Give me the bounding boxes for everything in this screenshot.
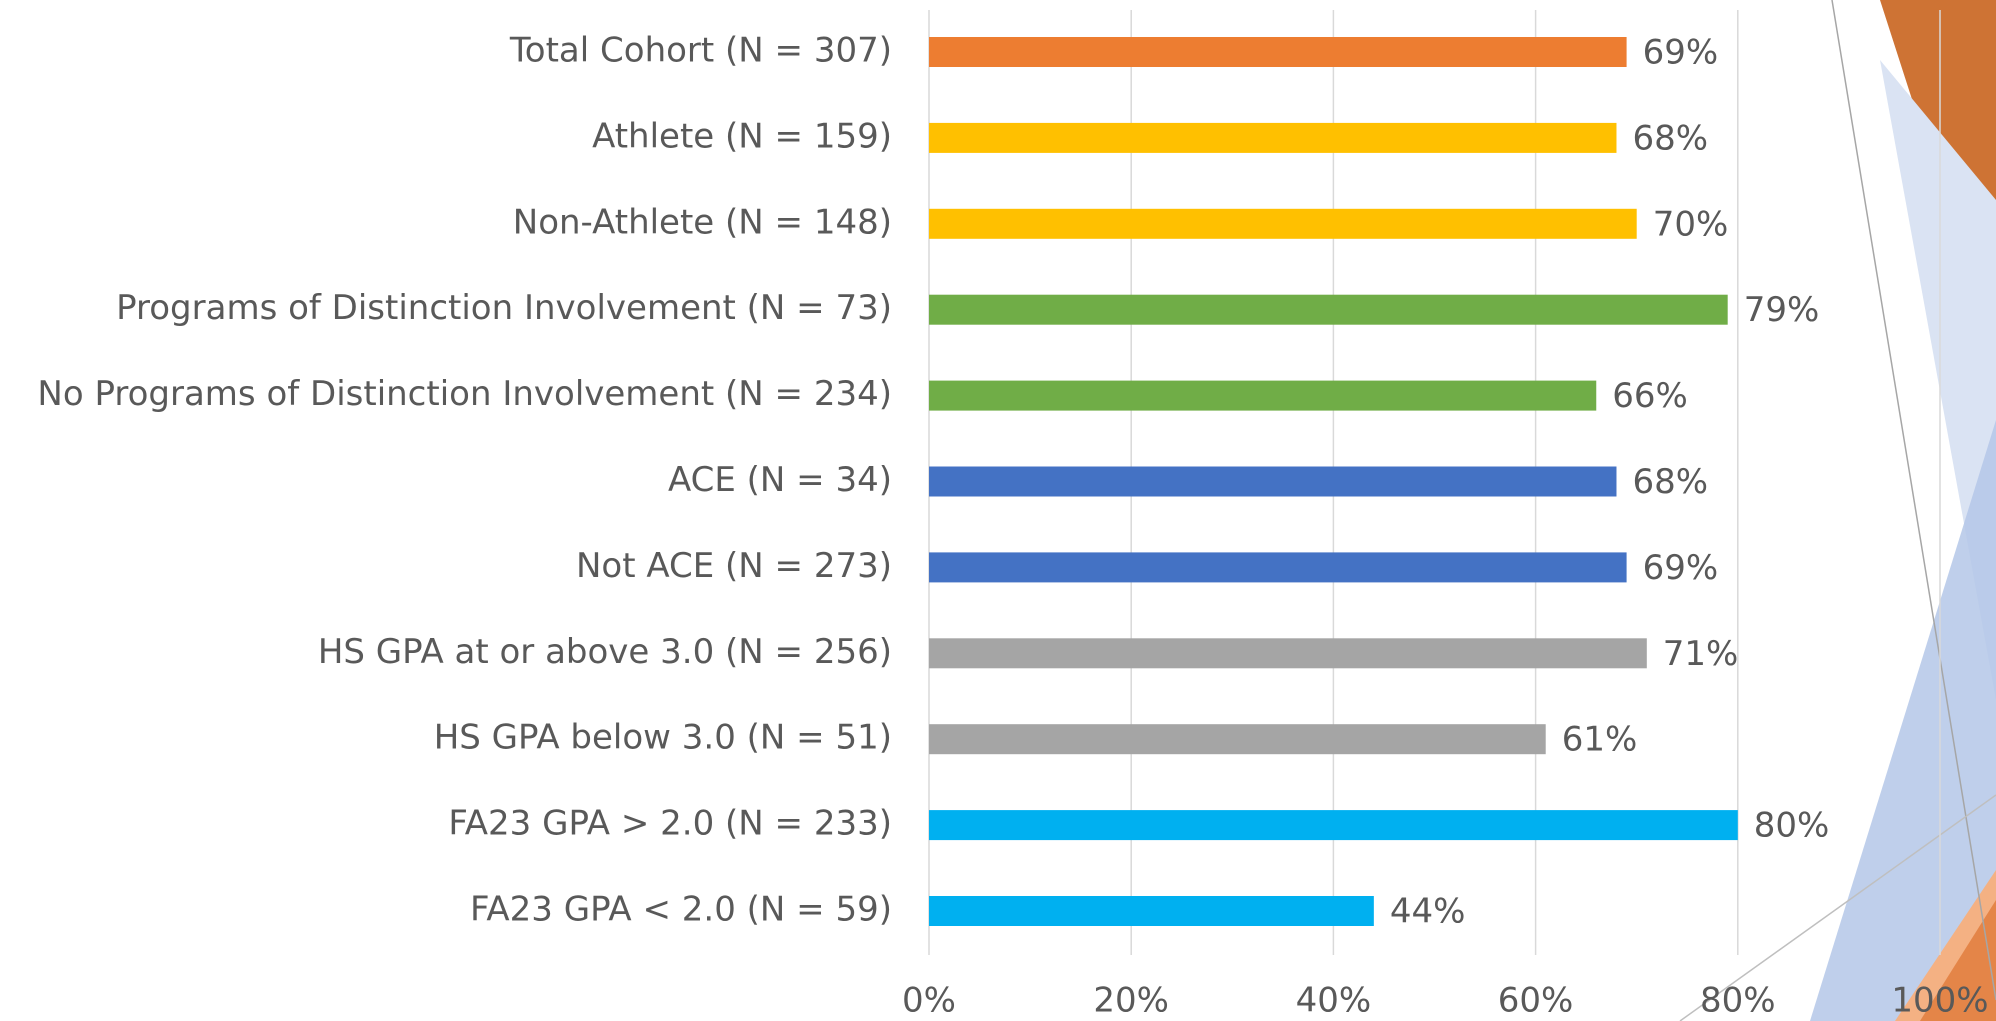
value-label: 69% bbox=[1643, 548, 1719, 588]
category-label: No Programs of Distinction Involvement (… bbox=[37, 374, 892, 414]
bar bbox=[929, 37, 1627, 67]
x-tick-label: 100% bbox=[1891, 981, 1988, 1021]
value-label: 68% bbox=[1632, 118, 1708, 158]
value-label: 71% bbox=[1663, 634, 1739, 674]
category-label: ACE (N = 34) bbox=[668, 460, 892, 500]
bar bbox=[929, 638, 1647, 668]
bar bbox=[929, 295, 1728, 325]
bar bbox=[929, 552, 1627, 582]
bar bbox=[929, 810, 1738, 840]
value-label: 68% bbox=[1632, 462, 1708, 502]
category-label: Not ACE (N = 273) bbox=[576, 546, 892, 586]
chart: 0% 20% 40% 60% 80% 100% Total Cohort (N = 307)… bbox=[0, 0, 1996, 1021]
category-label: Non-Athlete (N = 148) bbox=[513, 202, 892, 242]
category-label: FA23 GPA > 2.0 (N = 233) bbox=[448, 804, 892, 844]
category-label: FA23 GPA < 2.0 (N = 59) bbox=[470, 890, 892, 930]
bar bbox=[929, 123, 1616, 153]
bar bbox=[929, 724, 1546, 754]
category-label: HS GPA below 3.0 (N = 51) bbox=[434, 718, 892, 758]
value-label: 44% bbox=[1390, 892, 1466, 932]
value-label: 70% bbox=[1653, 204, 1729, 244]
decoration bbox=[1680, 0, 1996, 1021]
value-label: 61% bbox=[1562, 720, 1638, 760]
category-label: Programs of Distinction Involvement (N =… bbox=[116, 288, 892, 328]
bar bbox=[929, 381, 1596, 411]
x-tick-label: 20% bbox=[1093, 981, 1169, 1021]
value-label: 69% bbox=[1643, 33, 1719, 73]
bar bbox=[929, 209, 1637, 239]
category-label: Total Cohort (N = 307) bbox=[509, 31, 892, 71]
x-tick-label: 40% bbox=[1296, 981, 1372, 1021]
x-tick-label: 0% bbox=[902, 981, 956, 1021]
category-label: Athlete (N = 159) bbox=[592, 116, 892, 156]
value-label: 79% bbox=[1744, 290, 1820, 330]
category-label: HS GPA at or above 3.0 (N = 256) bbox=[318, 632, 892, 672]
value-label: 80% bbox=[1754, 806, 1830, 846]
x-tick-label: 60% bbox=[1498, 981, 1574, 1021]
x-tick-label: 80% bbox=[1700, 981, 1776, 1021]
bar bbox=[929, 896, 1374, 926]
bar bbox=[929, 467, 1616, 497]
value-label: 66% bbox=[1612, 376, 1688, 416]
